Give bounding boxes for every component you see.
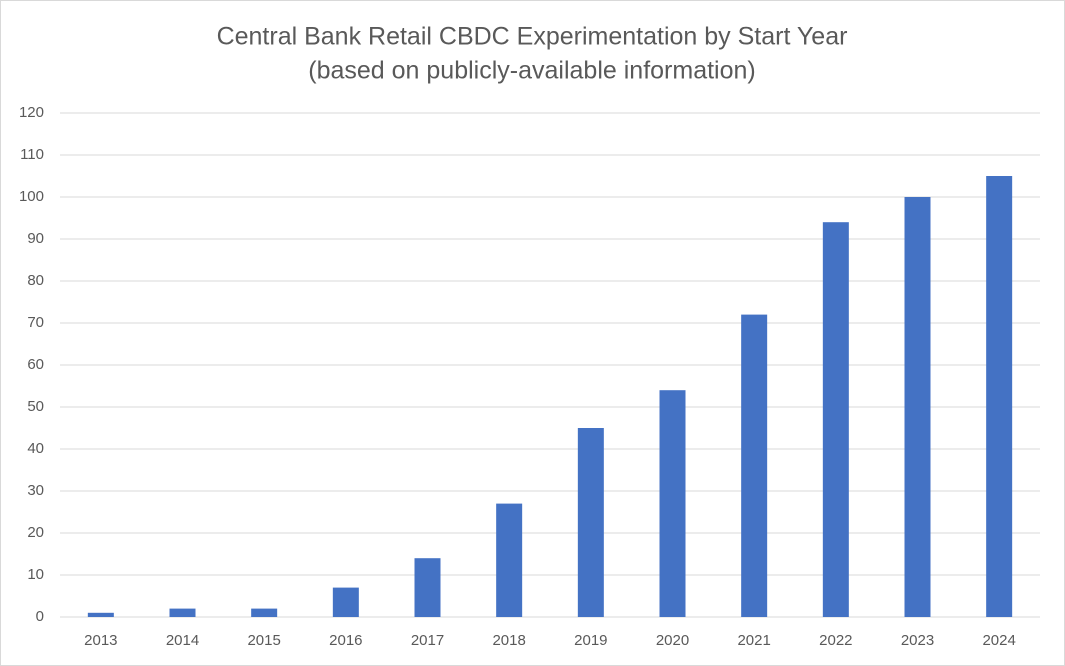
bar	[904, 197, 931, 617]
x-tick-label: 2013	[84, 632, 117, 649]
y-tick-label: 120	[19, 104, 44, 121]
bar	[251, 608, 278, 617]
bar	[659, 390, 686, 617]
x-tick-label: 2020	[656, 632, 689, 649]
y-tick-label: 40	[27, 440, 44, 457]
chart-title: Central Bank Retail CBDC Experimentation…	[217, 23, 848, 51]
chart-subtitle: (based on publicly-available information…	[308, 57, 755, 85]
x-tick-label: 2022	[819, 632, 852, 649]
y-tick-label: 10	[27, 566, 44, 583]
bar	[741, 314, 768, 617]
y-tick-label: 0	[36, 608, 44, 625]
bar	[332, 587, 359, 617]
y-tick-label: 60	[27, 356, 44, 373]
x-tick-label: 2021	[737, 632, 770, 649]
bar	[577, 428, 604, 617]
y-tick-label: 20	[27, 524, 44, 541]
bar	[169, 608, 196, 617]
bar	[986, 176, 1013, 617]
x-tick-label: 2014	[166, 632, 199, 649]
x-tick-label: 2018	[492, 632, 525, 649]
x-tick-label: 2024	[982, 632, 1015, 649]
y-tick-label: 80	[27, 272, 44, 289]
y-tick-label: 70	[27, 314, 44, 331]
bar	[87, 612, 114, 617]
bar	[822, 222, 849, 617]
y-tick-label: 30	[27, 482, 44, 499]
bar	[414, 558, 441, 617]
x-tick-label: 2017	[411, 632, 444, 649]
x-tick-label: 2023	[901, 632, 934, 649]
x-tick-label: 2019	[574, 632, 607, 649]
y-tick-label: 90	[27, 230, 44, 247]
x-tick-label: 2016	[329, 632, 362, 649]
y-tick-label: 50	[27, 398, 44, 415]
y-tick-label: 100	[19, 188, 44, 205]
bar	[496, 503, 523, 617]
y-tick-label: 110	[20, 146, 44, 163]
x-tick-label: 2015	[247, 632, 280, 649]
